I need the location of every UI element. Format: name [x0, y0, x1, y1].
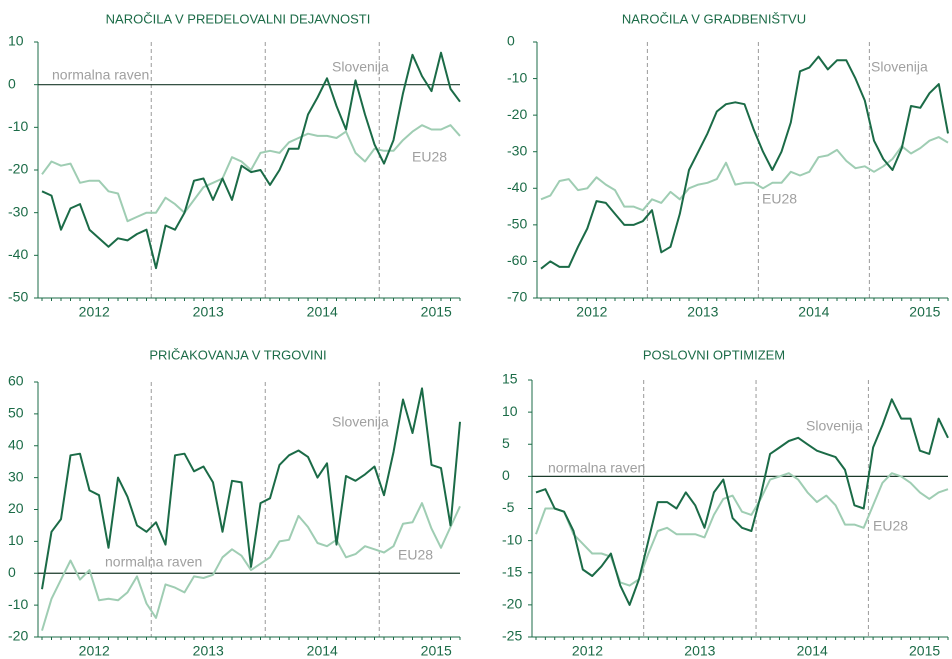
- y-tick-label: -20: [507, 106, 527, 122]
- y-tick-label: 10: [8, 33, 24, 49]
- series-label: Slovenija: [332, 414, 389, 430]
- x-tick-label: 2014: [307, 304, 338, 320]
- y-tick-label: -70: [507, 289, 527, 305]
- y-tick-label: 10: [8, 532, 24, 548]
- series-label: EU28: [873, 518, 908, 534]
- series-line: [535, 472, 949, 587]
- y-tick-label: -25: [502, 628, 522, 644]
- y-tick-label: -40: [8, 246, 28, 262]
- x-tick-label: 2015: [909, 304, 940, 320]
- y-tick-label: -50: [8, 289, 28, 305]
- y-tick-label: 20: [8, 500, 24, 516]
- chart-title: PRIČAKOVANJA V TRGOVINI: [149, 347, 326, 362]
- y-tick-label: -30: [507, 142, 527, 158]
- y-tick-label: -15: [502, 563, 522, 579]
- y-tick-label: -10: [8, 596, 28, 612]
- x-tick-label: 2013: [193, 643, 224, 659]
- x-tick-label: 2012: [79, 304, 110, 320]
- series-line: [540, 136, 949, 212]
- series-line: [41, 124, 461, 223]
- y-tick-label: 0: [8, 75, 16, 91]
- series-label: EU28: [398, 547, 433, 563]
- series-label: EU28: [412, 149, 447, 165]
- x-tick-label: 2012: [576, 304, 607, 320]
- series-line: [535, 398, 949, 606]
- y-tick-label: -10: [502, 531, 522, 547]
- x-tick-label: 2015: [909, 643, 940, 659]
- chart-title: POSLOVNI OPTIMIZEM: [643, 347, 785, 362]
- series-label: EU28: [762, 191, 797, 207]
- series-label: Slovenija: [806, 418, 863, 434]
- y-tick-label: 15: [502, 371, 518, 387]
- y-tick-label: -60: [507, 252, 527, 268]
- y-tick-label: 0: [507, 33, 515, 49]
- y-tick-label: -20: [502, 596, 522, 612]
- x-tick-label: 2013: [193, 304, 224, 320]
- y-tick-label: 30: [8, 468, 24, 484]
- y-tick-label: -20: [8, 628, 28, 644]
- chart-title: NAROČILA V GRADBENIŠTVU: [622, 11, 806, 26]
- y-tick-label: 0: [502, 467, 510, 483]
- y-tick-label: -20: [8, 161, 28, 177]
- chart-title: NAROČILA V PREDELOVALNI DEJAVNOSTI: [106, 11, 371, 26]
- x-tick-label: 2014: [797, 643, 828, 659]
- y-tick-label: 5: [502, 435, 510, 451]
- series-label: Slovenija: [871, 59, 928, 75]
- series-label: Slovenija: [332, 59, 389, 75]
- y-tick-label: 0: [8, 564, 16, 580]
- y-tick-label: 10: [502, 403, 518, 419]
- reference-label: normalna raven: [105, 554, 202, 570]
- y-tick-label: -10: [507, 69, 527, 85]
- x-tick-label: 2013: [687, 304, 718, 320]
- y-tick-label: 50: [8, 405, 24, 421]
- x-tick-label: 2012: [79, 643, 110, 659]
- x-tick-label: 2015: [421, 304, 452, 320]
- series-line: [41, 387, 461, 590]
- x-tick-label: 2014: [307, 643, 338, 659]
- y-tick-label: -40: [507, 179, 527, 195]
- y-tick-label: 40: [8, 436, 24, 452]
- x-tick-label: 2015: [421, 643, 452, 659]
- y-tick-label: -10: [8, 118, 28, 134]
- series-line: [41, 502, 461, 631]
- series-line: [41, 51, 461, 270]
- reference-label: normalna raven: [52, 67, 149, 83]
- y-tick-label: 60: [8, 373, 24, 389]
- x-tick-label: 2012: [572, 643, 603, 659]
- y-tick-label: -5: [502, 499, 515, 515]
- y-tick-label: -50: [507, 216, 527, 232]
- x-tick-label: 2014: [798, 304, 829, 320]
- reference-label: normalna raven: [548, 460, 645, 476]
- y-tick-label: -30: [8, 203, 28, 219]
- x-tick-label: 2013: [684, 643, 715, 659]
- series-line: [540, 55, 949, 270]
